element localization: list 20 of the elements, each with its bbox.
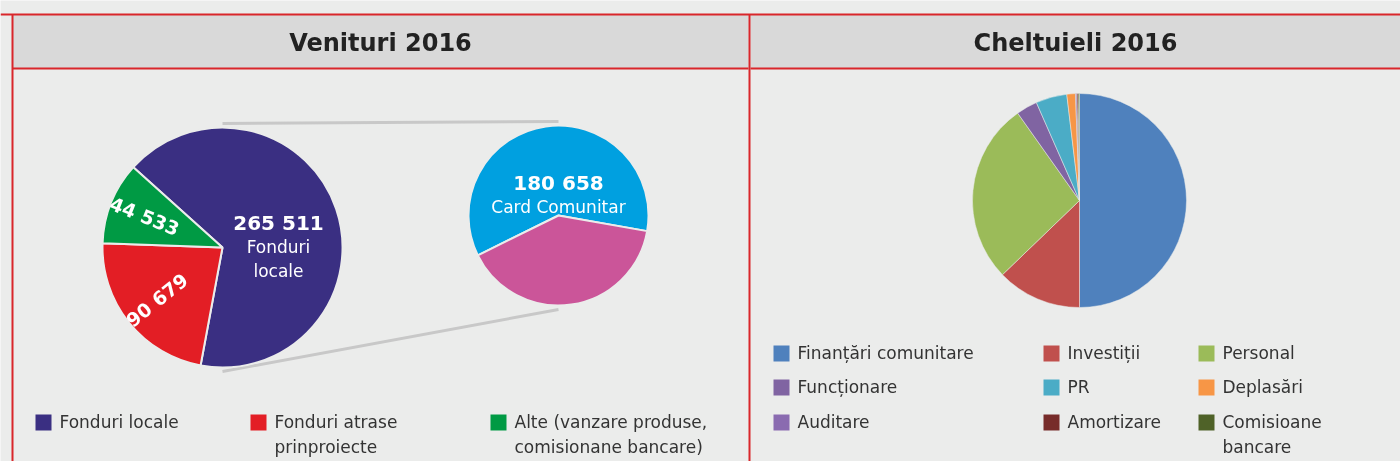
legend-label: Fonduri atrase prinproiecte (274, 411, 398, 457)
legend-label: Fonduri locale (59, 411, 179, 432)
chart-title: Cheltuieli 2016 (973, 28, 1178, 57)
data-label: 180 658 (513, 170, 604, 195)
data-label: 44 533 (106, 192, 183, 240)
data-label: 90 679 (121, 268, 193, 332)
slice-label: Card Comunitar (491, 196, 626, 217)
legend-label: Alte (vanzare produse, comisionane bancare) (514, 411, 708, 457)
legend-label: Deplasări (1222, 376, 1303, 397)
legend-label: PR (1067, 376, 1090, 397)
legend-label: Comisioane bancare (1222, 411, 1322, 457)
legend-label: Auditare (797, 411, 870, 432)
legend-label: Finanțări comunitare (797, 342, 974, 363)
legend-label: Funcționare (797, 376, 898, 397)
legend-label: Personal (1222, 342, 1295, 363)
legend-label: Amortizare (1067, 411, 1161, 432)
chart-title: Venituri 2016 (289, 28, 472, 57)
slice-label: Fonduri locale (246, 236, 311, 281)
data-label: 265 511 (233, 210, 324, 235)
legend-label: Investiții (1067, 342, 1141, 363)
